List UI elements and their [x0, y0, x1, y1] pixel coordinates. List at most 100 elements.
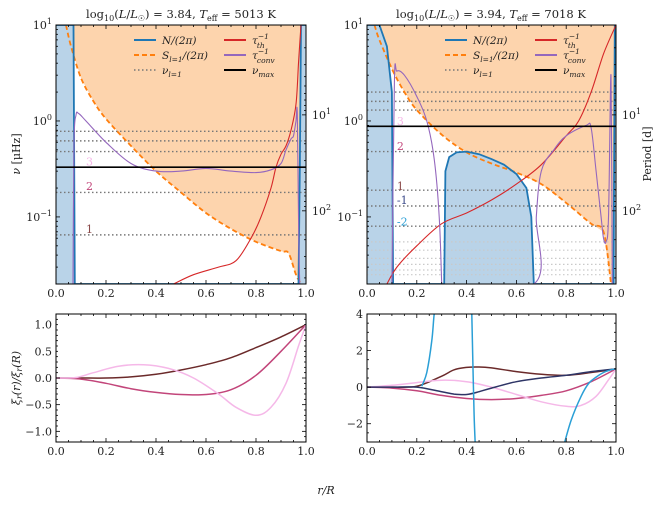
- y-tick-label: −2: [347, 418, 363, 431]
- y-tick-label: 10−1: [26, 209, 52, 224]
- plot-area: [56, 324, 306, 417]
- brunt-vaisala-curve: [56, 25, 306, 284]
- axes-frame: [366, 313, 617, 443]
- y-tick-label: 0: [356, 381, 363, 394]
- x-tick-label: 1.0: [607, 287, 625, 300]
- x-tick-label: 0.0: [47, 445, 65, 458]
- legend-label-nu: νl=1: [162, 65, 182, 79]
- lamb-frequency-curve: [65, 25, 302, 284]
- y-tick-label: 100: [344, 113, 363, 128]
- plot-area: [367, 25, 616, 284]
- mode-label: 3: [397, 115, 404, 128]
- title-right: log10(L/L☉) = 3.94, Teff = 7018 K: [396, 7, 586, 23]
- lamb-frequency-curve: [373, 25, 612, 284]
- mode-label: 1: [397, 180, 404, 193]
- mode-label: 1: [86, 223, 93, 236]
- y-tick-label: 4: [356, 308, 363, 321]
- x-tick-label: 0.8: [557, 445, 575, 458]
- legend-label-tth: τ−1 th: [563, 32, 580, 50]
- y-tick-label: 101: [344, 17, 363, 32]
- legend-label-S: Sl=1/(2π): [473, 50, 519, 64]
- mode-label: -2: [397, 215, 408, 228]
- x-tick-label: 0.2: [97, 445, 115, 458]
- x-tick-label: 0.8: [247, 445, 265, 458]
- x-tick-label: 0.4: [147, 445, 165, 458]
- thermal-timescale-curve: [173, 25, 302, 284]
- thermal-timescale-curve: [386, 25, 616, 284]
- x-tick-label: 1.0: [607, 445, 625, 458]
- brunt-vaisala-curve: [367, 25, 616, 284]
- x-tick-label: 0.4: [458, 287, 476, 300]
- period-tick-label: 101: [622, 107, 641, 122]
- eigenfunction-mode--2-c: [563, 368, 616, 442]
- panel-top-left: 3 2 1 0.0 0.2 0.4 0.6 0.8 1.0 101 100 10−1 101 102: [26, 17, 331, 300]
- eigenfunction-mode-3: [56, 324, 306, 417]
- x-tick-label: 0.6: [197, 287, 215, 300]
- convective-timescale-curve: [72, 106, 302, 284]
- x-tick-label: 0.0: [358, 445, 376, 458]
- legend-label-numax: νmax: [252, 65, 275, 79]
- x-tick-label: 1.0: [297, 445, 315, 458]
- period-tick-label: 101: [312, 107, 331, 122]
- axes-frame: [366, 24, 617, 285]
- convective-timescale-curve: [391, 63, 613, 284]
- y-axis-label-frequency: ν [μHz]: [10, 133, 23, 174]
- y-tick-label: 1.0: [35, 319, 53, 332]
- eigenfunction-mode-1: [56, 324, 306, 379]
- mode-label: -1: [397, 194, 408, 207]
- eigenfunction-mode--2-b: [471, 314, 476, 442]
- x-tick-label: 0.0: [358, 287, 376, 300]
- y-tick-label: 2: [356, 345, 363, 358]
- x-tick-label: 0.6: [197, 445, 215, 458]
- y-tick-label: −1.0: [25, 425, 52, 438]
- y-tick-label: −0.5: [25, 399, 52, 412]
- eigenfunction-mode-2: [367, 368, 616, 401]
- y-tick-label: 0.5: [35, 345, 53, 358]
- mode-label: 3: [86, 155, 93, 168]
- x-tick-label: 1.0: [297, 287, 315, 300]
- eigenfunction-mode--1: [367, 368, 616, 396]
- x-tick-label: 0.0: [47, 287, 65, 300]
- legend-label-tconv: τ−1 conv: [563, 47, 586, 65]
- mode-label: 2: [397, 140, 404, 153]
- legend-label-tconv: τ−1 conv: [252, 47, 275, 65]
- legend-label-S: Sl=1/(2π): [162, 50, 208, 64]
- period-tick-label: 102: [312, 203, 331, 218]
- legend-label-numax: νmax: [563, 65, 586, 79]
- axes-frame: [55, 24, 307, 285]
- x-tick-label: 0.8: [247, 287, 265, 300]
- y-axis-label-eigenfunction: ξr(r)/ξr(R): [10, 351, 24, 405]
- panel-top-right: 3 2 1-1 -2 0.0 0.2 0.4 0.6 0.8 1.0 101 100 10−1 101 10…: [337, 17, 641, 300]
- y-tick-label: 10−1: [337, 209, 363, 224]
- legend-label-N: N/(2π): [161, 35, 197, 47]
- x-tick-label: 0.2: [408, 287, 426, 300]
- y-tick-label: 100: [33, 113, 52, 128]
- mode-label: 2: [86, 180, 93, 193]
- acoustic-cavity-fill: [374, 25, 616, 284]
- acoustic-cavity-fill: [66, 25, 306, 284]
- x-tick-label: 0.2: [408, 445, 426, 458]
- y-tick-label: 0.0: [35, 372, 53, 385]
- panel-bottom-left: 0.0 0.2 0.4 0.6 0.8 1.0 1.0 0.5 0.0 −0.5 −1.0: [25, 313, 315, 458]
- legend-label-tth: τ−1 th: [252, 32, 269, 50]
- x-tick-label: 0.6: [508, 445, 526, 458]
- x-tick-label: 0.8: [557, 287, 575, 300]
- y-axis-label-period: Period [d]: [641, 127, 654, 182]
- x-tick-label: 0.6: [508, 287, 526, 300]
- axes-frame: [55, 313, 307, 443]
- x-axis-label: r/R: [317, 484, 334, 497]
- panel-bottom-right: 0.0 0.2 0.4 0.6 0.8 1.0 4 2 0 −2: [347, 308, 625, 458]
- x-tick-label: 0.4: [458, 445, 476, 458]
- eigenfunction-mode-2: [56, 324, 306, 396]
- legend-label-N: N/(2π): [472, 35, 508, 47]
- eigenfunction-mode-3: [367, 368, 616, 408]
- plot-area: [367, 314, 616, 442]
- title-left: log10(L/L☉) = 3.84, Teff = 5013 K: [86, 7, 276, 23]
- eigenfunction-mode--2: [421, 314, 435, 387]
- x-tick-label: 0.2: [97, 287, 115, 300]
- plot-area: [56, 25, 306, 284]
- period-tick-label: 102: [622, 203, 641, 218]
